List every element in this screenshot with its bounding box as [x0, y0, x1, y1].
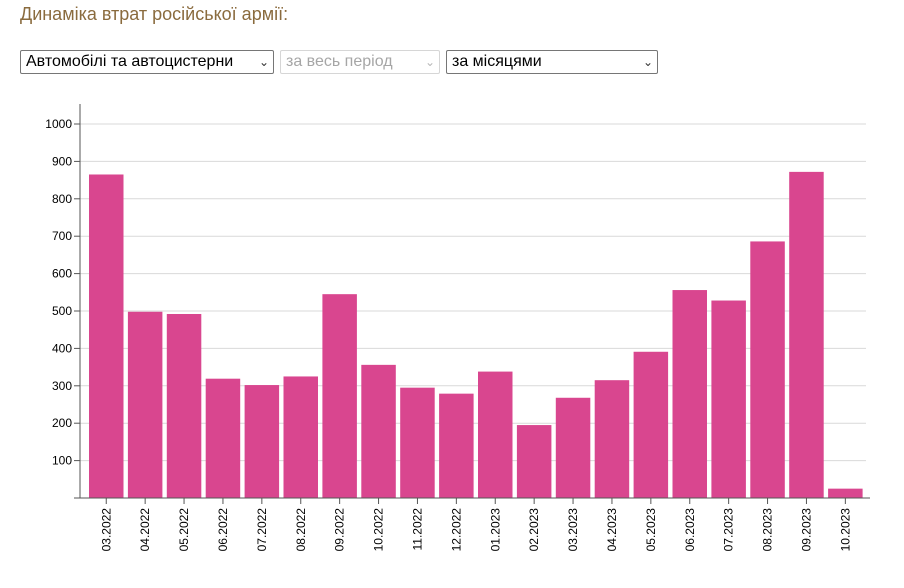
x-tick-label: 07.2023 — [722, 508, 736, 552]
y-tick-labels: 100 200 300 400 500 600 700 800 900 1000 — [45, 117, 72, 468]
grouping-select-value: за місяцями — [452, 53, 542, 70]
y-tick-label: 800 — [52, 192, 72, 206]
x-tick-label: 05.2023 — [644, 508, 658, 552]
bar-01.2023 — [478, 371, 513, 498]
filter-controls: Автомобілі та автоцистерни ⌄ за весь пер… — [20, 50, 658, 74]
y-tick-label: 200 — [52, 416, 72, 430]
bar-09.2023 — [789, 171, 824, 498]
x-tick-label: 05.2022 — [177, 508, 191, 552]
x-tick-label: 11.2022 — [410, 508, 424, 551]
bar-07.2023 — [711, 300, 746, 498]
x-tick-label: 07.2022 — [255, 508, 269, 552]
bar-04.2023 — [594, 380, 630, 498]
bars — [89, 171, 863, 499]
bar-04.2022 — [127, 311, 163, 498]
bar-03.2022 — [89, 174, 124, 499]
metric-select-value: Автомобілі та автоцистерни — [26, 53, 234, 70]
x-tick-label: 02.2023 — [527, 508, 541, 552]
bar-05.2022 — [166, 313, 202, 498]
x-tick-label: 06.2023 — [683, 508, 697, 552]
y-tick-label: 100 — [52, 454, 72, 468]
bar-08.2023 — [750, 241, 785, 498]
y-tick-label: 900 — [52, 154, 72, 168]
x-tick-label: 09.2023 — [799, 508, 813, 552]
x-tick-label: 03.2022 — [99, 508, 113, 552]
bar-10.2022 — [361, 364, 396, 498]
bar-10.2023 — [828, 488, 863, 498]
y-tick-label: 500 — [52, 304, 72, 318]
period-select: за весь період ⌄ — [280, 50, 440, 74]
x-tick-label: 03.2023 — [566, 508, 580, 552]
bar-06.2022 — [205, 378, 241, 498]
x-tick-label: 10.2022 — [372, 508, 386, 552]
bar-03.2023 — [555, 397, 591, 498]
x-tick-label: 10.2023 — [838, 508, 852, 552]
page-title: Динаміка втрат російської армії: — [20, 4, 289, 24]
x-tick-label: 08.2022 — [294, 508, 308, 552]
period-select-value: за весь період — [286, 53, 393, 70]
x-tick-label: 04.2022 — [138, 508, 152, 552]
bar-09.2022 — [322, 294, 357, 498]
y-tick-label: 300 — [52, 379, 72, 393]
bar-07.2022 — [244, 385, 280, 498]
grouping-select[interactable]: за місяцями ⌄ — [446, 50, 658, 74]
metric-select[interactable]: Автомобілі та автоцистерни ⌄ — [20, 50, 274, 74]
bar-12.2022 — [439, 393, 474, 498]
chevron-down-icon: ⌄ — [424, 55, 435, 69]
x-tick-label: 06.2022 — [216, 508, 230, 552]
x-tick-label: 09.2022 — [333, 508, 347, 552]
bar-11.2022 — [400, 387, 435, 498]
chevron-down-icon: ⌄ — [258, 55, 269, 69]
chevron-down-icon: ⌄ — [642, 55, 653, 69]
bar-05.2023 — [633, 351, 669, 498]
bar-08.2022 — [283, 376, 318, 498]
x-tick-label: 04.2023 — [605, 508, 619, 552]
y-tick-label: 600 — [52, 267, 72, 281]
y-tick-label: 700 — [52, 229, 72, 243]
y-tick-label: 1000 — [45, 117, 72, 131]
y-tick-label: 400 — [52, 341, 72, 355]
bar-06.2023 — [672, 290, 707, 498]
x-tick-label: 08.2023 — [761, 508, 775, 552]
bar-02.2023 — [516, 425, 552, 498]
x-tick-label: 12.2022 — [449, 508, 463, 552]
x-tick-labels: 03.2022 04.2022 05.2022 06.2022 07.2022 08.20… — [99, 508, 852, 552]
x-tick-label: 01.2023 — [488, 508, 502, 552]
axes — [74, 104, 870, 504]
